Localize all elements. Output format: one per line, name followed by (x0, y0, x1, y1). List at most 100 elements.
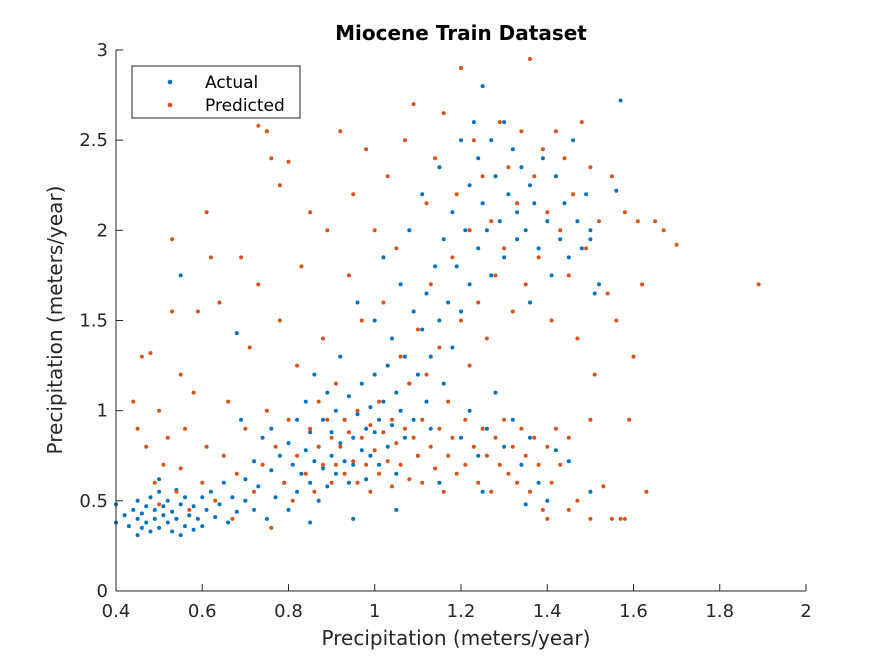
point-predicted (135, 426, 140, 431)
point-actual (411, 417, 416, 422)
point-predicted (346, 430, 351, 435)
point-predicted (476, 300, 481, 305)
point-actual (420, 327, 425, 332)
point-actual (148, 495, 153, 500)
point-actual (170, 529, 175, 534)
point-actual (135, 498, 140, 503)
point-predicted (269, 525, 274, 530)
point-actual (536, 480, 541, 485)
x-tick-label: 0.8 (274, 601, 303, 622)
point-actual (394, 390, 399, 395)
point-predicted (364, 147, 369, 152)
point-predicted (571, 192, 576, 197)
point-predicted (493, 435, 498, 440)
point-actual (325, 390, 330, 395)
point-actual (390, 423, 394, 428)
point-actual (191, 504, 196, 509)
point-actual (549, 273, 554, 278)
point-actual (338, 354, 343, 359)
point-actual (545, 219, 550, 224)
point-actual (359, 448, 364, 453)
point-actual (372, 318, 377, 323)
point-predicted (566, 507, 571, 512)
point-actual (433, 264, 438, 269)
point-predicted (463, 462, 468, 467)
point-actual (588, 237, 593, 242)
point-actual (269, 468, 274, 473)
point-actual (286, 507, 291, 512)
point-actual (437, 165, 442, 170)
point-actual (381, 255, 386, 260)
point-predicted (545, 444, 550, 449)
point-predicted (536, 255, 541, 260)
point-actual (122, 513, 127, 518)
x-tick-label: 1.2 (447, 601, 476, 622)
point-predicted (515, 480, 520, 485)
point-predicted (627, 417, 632, 422)
point-actual (437, 480, 442, 485)
point-predicted (282, 480, 287, 485)
point-actual (221, 480, 226, 485)
point-actual (355, 412, 360, 417)
point-predicted (653, 219, 658, 224)
point-predicted (377, 399, 382, 404)
point-predicted (195, 309, 200, 314)
point-predicted (372, 228, 377, 233)
point-predicted (230, 516, 235, 521)
point-predicted (368, 423, 373, 428)
point-actual (157, 477, 162, 482)
point-actual (528, 300, 532, 305)
point-predicted (497, 462, 502, 467)
point-predicted (131, 399, 136, 404)
point-actual (459, 138, 463, 143)
point-actual (502, 255, 507, 260)
point-predicted (519, 129, 524, 134)
point-predicted (204, 444, 209, 449)
point-actual (515, 237, 520, 242)
point-predicted (446, 453, 451, 458)
point-predicted (506, 471, 511, 476)
point-predicted (493, 273, 498, 278)
point-actual (135, 516, 140, 521)
point-actual (139, 511, 144, 516)
y-axis-label: Precipitation (meters/year) (43, 186, 67, 455)
point-predicted (239, 255, 244, 260)
point-predicted (640, 282, 645, 287)
legend-marker-predicted (167, 102, 173, 108)
point-predicted (286, 417, 291, 422)
point-predicted (139, 354, 144, 359)
point-predicted (187, 507, 192, 512)
point-predicted (372, 448, 377, 453)
point-predicted (463, 417, 468, 422)
point-actual (269, 426, 274, 431)
point-actual (135, 533, 140, 538)
point-predicted (325, 417, 330, 422)
point-predicted (471, 138, 476, 143)
point-actual (364, 426, 369, 431)
point-actual (295, 489, 300, 494)
point-predicted (515, 201, 520, 206)
point-predicted (609, 174, 614, 179)
points-layer (114, 57, 761, 538)
point-actual (187, 513, 192, 518)
point-predicted (506, 165, 511, 170)
point-actual (144, 520, 149, 525)
point-actual (321, 466, 325, 471)
point-predicted (381, 300, 386, 305)
point-actual (528, 183, 532, 188)
point-actual (338, 441, 343, 446)
y-tick-label: 3 (97, 40, 108, 61)
point-predicted (170, 237, 175, 242)
point-actual (441, 381, 446, 386)
point-actual (381, 399, 386, 404)
point-actual (441, 237, 446, 242)
point-actual (351, 462, 356, 467)
point-actual (471, 120, 476, 125)
y-tick-label: 0.5 (79, 491, 108, 512)
point-actual (515, 210, 520, 215)
point-predicted (402, 138, 407, 143)
point-predicted (441, 489, 446, 494)
point-actual (398, 408, 403, 413)
point-actual (157, 525, 162, 530)
